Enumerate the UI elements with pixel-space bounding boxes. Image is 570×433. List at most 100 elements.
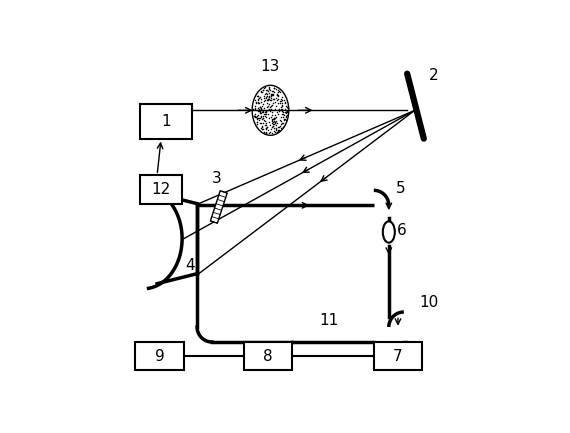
Text: 13: 13: [260, 58, 280, 74]
Point: [263, 106, 272, 113]
Point: [270, 127, 279, 134]
Point: [272, 91, 281, 98]
Point: [254, 93, 263, 100]
Point: [254, 95, 263, 102]
Point: [274, 106, 283, 113]
Bar: [244, 342, 292, 370]
Point: [258, 106, 267, 113]
Point: [276, 98, 285, 105]
Point: [270, 98, 279, 105]
Point: [259, 93, 268, 100]
Point: [260, 113, 270, 120]
Point: [272, 126, 281, 133]
Point: [275, 126, 284, 133]
Point: [261, 107, 270, 114]
Point: [267, 94, 276, 101]
Point: [260, 84, 270, 91]
Point: [270, 115, 279, 122]
Point: [275, 124, 284, 131]
Point: [283, 103, 292, 110]
Point: [255, 116, 264, 123]
Point: [267, 92, 276, 99]
Point: [272, 119, 281, 126]
Point: [271, 115, 280, 122]
Point: [264, 84, 274, 91]
Point: [259, 98, 268, 105]
Point: [273, 89, 282, 96]
Point: [272, 92, 282, 99]
Point: [253, 107, 262, 114]
Point: [258, 103, 267, 110]
Point: [268, 118, 278, 125]
Point: [264, 101, 274, 108]
Point: [269, 120, 278, 127]
Point: [258, 126, 267, 132]
Point: [262, 129, 271, 136]
Point: [274, 92, 283, 99]
Point: [261, 94, 270, 101]
Point: [270, 119, 279, 126]
Point: [266, 104, 275, 111]
Point: [261, 126, 270, 133]
Point: [264, 89, 273, 96]
Point: [259, 109, 268, 116]
Point: [274, 106, 283, 113]
Text: 2: 2: [429, 68, 438, 83]
Point: [271, 106, 280, 113]
Point: [253, 120, 262, 127]
Point: [262, 124, 271, 131]
Point: [280, 116, 289, 123]
Point: [272, 128, 282, 135]
Point: [249, 112, 258, 119]
Point: [261, 87, 270, 94]
Point: [256, 104, 265, 111]
Point: [260, 96, 269, 103]
Point: [256, 87, 266, 94]
Point: [256, 103, 265, 110]
Point: [271, 118, 280, 125]
Point: [260, 90, 269, 97]
Point: [261, 111, 270, 118]
Point: [280, 100, 290, 107]
Point: [271, 112, 280, 119]
Point: [282, 116, 291, 123]
Point: [250, 110, 259, 117]
Point: [277, 97, 286, 104]
Point: [258, 113, 267, 120]
Point: [259, 120, 268, 126]
Point: [254, 100, 263, 107]
Point: [258, 107, 267, 114]
Point: [260, 111, 269, 118]
Point: [276, 121, 286, 128]
Point: [267, 116, 276, 123]
Point: [263, 97, 272, 104]
Point: [270, 116, 279, 123]
Point: [272, 125, 281, 132]
Point: [260, 122, 269, 129]
Point: [262, 90, 271, 97]
Point: [279, 108, 288, 115]
Point: [256, 103, 265, 110]
Point: [260, 117, 270, 124]
Point: [250, 103, 259, 110]
Point: [278, 124, 287, 131]
Point: [276, 118, 286, 125]
Point: [258, 126, 267, 133]
Point: [251, 113, 260, 120]
Point: [256, 114, 265, 121]
Point: [262, 93, 271, 100]
Text: 5: 5: [396, 181, 405, 196]
Point: [270, 114, 279, 121]
Point: [280, 109, 290, 116]
Point: [253, 97, 262, 103]
Point: [253, 92, 262, 99]
Point: [283, 107, 292, 114]
Text: 6: 6: [397, 223, 407, 238]
Point: [280, 98, 289, 105]
Point: [268, 123, 278, 129]
Point: [267, 120, 276, 127]
Point: [253, 104, 262, 111]
Point: [277, 108, 286, 115]
Point: [278, 101, 287, 108]
Point: [267, 106, 276, 113]
